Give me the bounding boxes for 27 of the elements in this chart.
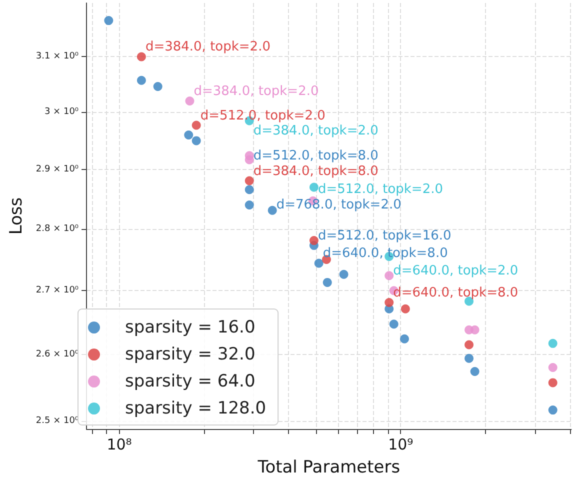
annotation: d=640.0, topk=2.0 [393,263,518,278]
annotation: d=768.0, topk=2.0 [276,197,402,212]
annotation: d=512.0, topk=16.0 [318,228,452,244]
legend-label: sparsity = 16.0 [125,318,256,338]
y-axis-title: Loss [6,197,26,235]
x-tick-label: 10⁸ [106,436,132,454]
x-axis-title: Total Parameters [256,458,400,478]
annotation: d=384.0, topk=2.0 [194,84,319,99]
y-tick-label: 3.1 × 10⁰ [36,52,79,62]
annotation: d=512.0, topk=2.0 [200,108,326,124]
annotation: d=384.0, topk=2.0 [253,124,378,139]
legend-label: sparsity = 128.0 [125,398,266,418]
legend-label: sparsity = 64.0 [125,372,256,392]
y-tick-label: 2.7 × 10⁰ [36,286,79,296]
annotation: d=384.0, topk=2.0 [145,40,270,55]
x-tick-label: 10⁹ [388,436,414,454]
annotation: d=512.0, topk=2.0 [318,182,443,198]
annotation: d=512.0, topk=8.0 [253,148,378,164]
annotation: d=384.0, topk=8.0 [253,164,378,179]
y-tick-label: 2.6 × 10⁰ [36,349,79,360]
y-tick-label: 2.8 × 10⁰ [36,224,79,234]
annotation: d=640.0, topk=8.0 [393,286,518,301]
y-tick-label: 2.5 × 10⁰ [36,416,79,426]
y-tick-label: 3 × 10⁰ [44,107,79,118]
y-tick-label: 2.9 × 10⁰ [36,164,79,175]
annotation: d=640.0, topk=8.0 [322,246,448,262]
legend-label: sparsity = 32.0 [125,344,256,364]
